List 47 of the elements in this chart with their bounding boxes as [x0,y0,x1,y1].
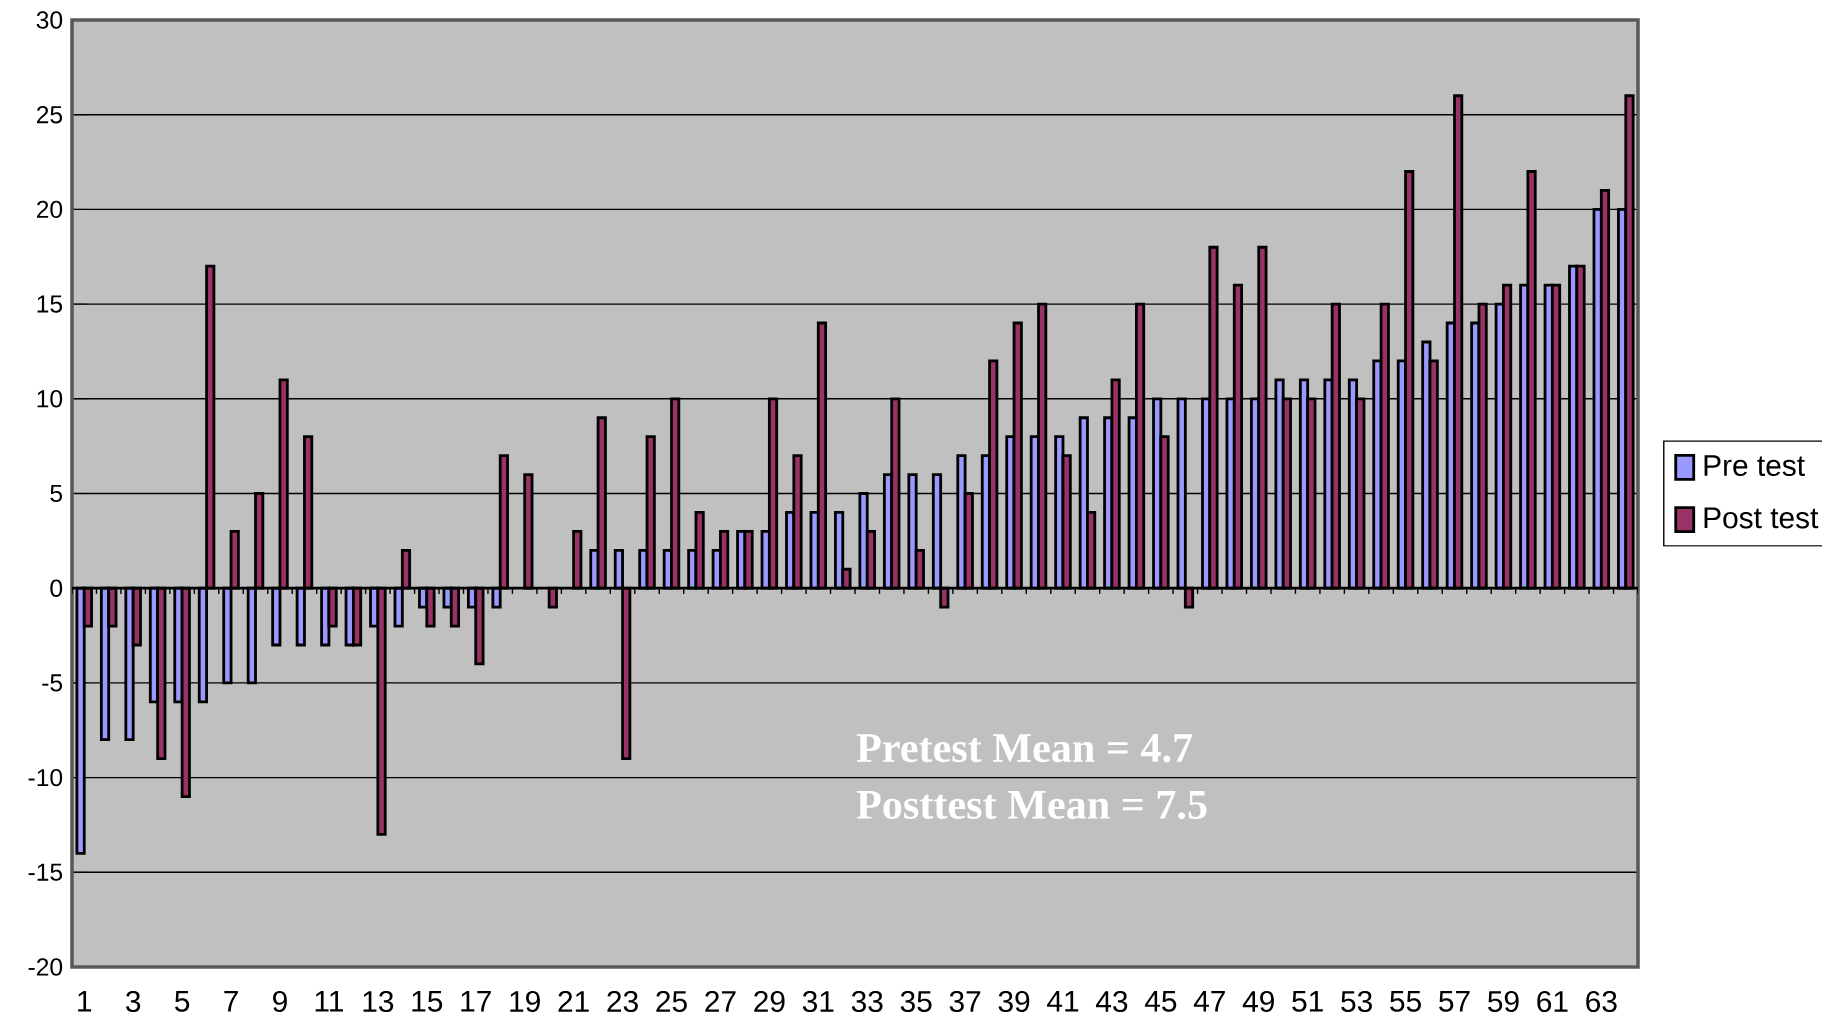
x-tick-label: 61 [1537,990,1568,1013]
x-tick-label: 27 [705,990,736,1012]
x-tick-label: 57 [1439,990,1470,1012]
x-tick-label: 25 [656,990,687,1013]
x-tick-label: 7 [224,990,238,1012]
legend-label: Pre test [1704,455,1805,477]
y-tick-label: 10 [37,390,63,408]
x-tick-label: 45 [1144,990,1177,1012]
x-tick-label: 51 [1292,990,1323,1012]
y-tick-label: 0 [50,579,63,597]
x-tick-label: 5 [175,990,190,1012]
x-tick-label: 43 [1095,990,1128,1013]
x-tick-label: 55 [1390,990,1421,1012]
legend-label: Post test [1704,507,1819,529]
x-tick-label: 11 [315,990,343,1012]
x-tick-label: 9 [273,990,287,1013]
x-tick-label: 21 [558,990,589,1012]
x-tick-label: 19 [510,990,540,1013]
y-tick-label: -10 [28,768,63,787]
x-tick-label: 15 [412,990,443,1012]
y-tick-label: -15 [28,863,63,881]
x-tick-label: 3 [126,990,141,1013]
y-tick-label: 15 [37,295,63,313]
x-tick-label: 1 [78,990,92,1012]
x-tick-label: 59 [1488,990,1519,1013]
x-tick-label: 35 [900,990,932,1013]
x-tick-label: 41 [1047,990,1079,1012]
x-tick-label: 63 [1586,990,1617,1013]
x-tick-label: 53 [1341,990,1372,1013]
y-tick-label: 25 [36,106,63,124]
x-tick-label: 37 [949,990,981,1013]
annotation: Posttest Mean = 7.5 [856,790,1207,820]
y-tick-label: 30 [36,11,63,29]
x-tick-label: 13 [363,990,394,1013]
x-tick-label: 31 [802,990,834,1013]
x-tick-label: 49 [1242,990,1274,1013]
y-tick-label: 5 [50,484,63,503]
x-tick-label: 33 [851,990,883,1013]
x-tick-label: 47 [1193,990,1225,1012]
x-tick-label: 17 [461,990,491,1012]
y-tick-label: -5 [42,674,63,692]
y-tick-label: 20 [36,200,63,219]
x-tick-label: 39 [998,990,1030,1013]
y-tick-label: -20 [28,958,63,976]
annotation: Pretest Mean = 4.7 [856,734,1193,763]
x-tick-label: 23 [607,990,638,1013]
x-tick-label: 29 [754,990,785,1013]
